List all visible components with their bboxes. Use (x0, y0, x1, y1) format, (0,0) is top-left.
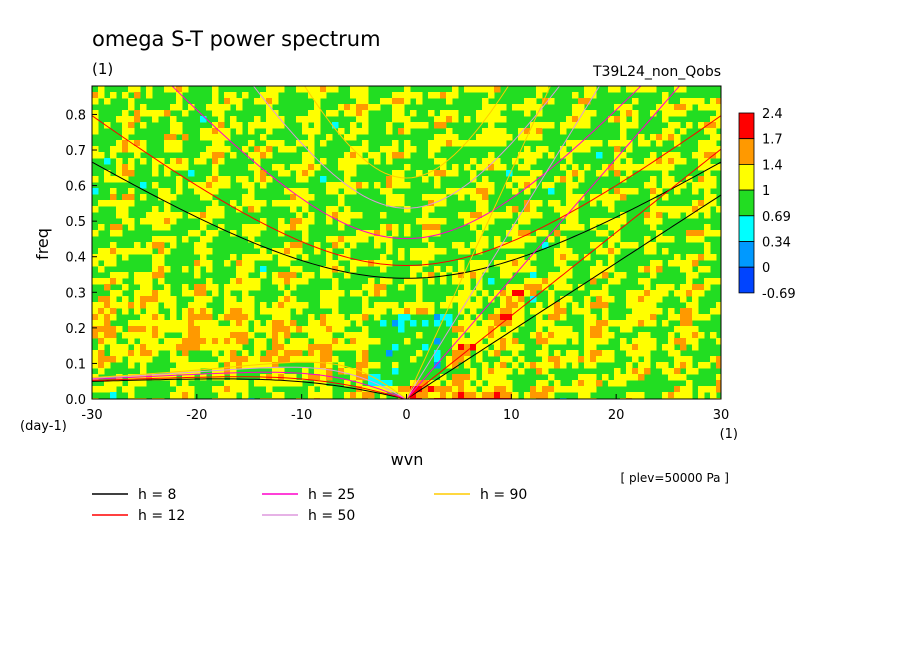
legend-label: h = 90 (480, 487, 527, 503)
dispersion-curve-h12-2 (92, 376, 407, 399)
dispersion-curve-h90-1 (304, 86, 509, 179)
dispersion-curve-h8-1 (92, 161, 721, 279)
dispersion-curve-h50-2 (92, 366, 407, 399)
power-field (92, 86, 721, 399)
colorbar-swatch (738, 163, 755, 191)
dispersion-curve-h25-0 (406, 86, 681, 399)
y-tick-label: 0.1 (65, 357, 86, 372)
x-tick-label: -20 (186, 408, 207, 423)
y-tick-label: 0.7 (65, 144, 86, 159)
x-tick-label: 10 (503, 408, 520, 423)
dispersion-curve-h25-1 (171, 86, 642, 240)
plot-area (91, 85, 722, 400)
run-label: T39L24_non_Qobs (592, 64, 721, 80)
dispersion-curve-h25-2 (92, 371, 407, 399)
dispersion-curve-h90-0 (406, 86, 551, 399)
colorbar-label: 2.4 (762, 107, 783, 122)
colorbar-label: 0 (762, 261, 770, 276)
legend: h = 8 h = 12 h = 25 h = 50 h = 90 (92, 487, 527, 524)
y-axis-title: freq (33, 228, 52, 260)
colorbar-label: 1.4 (762, 158, 783, 173)
y-tick-label: 0.5 (65, 215, 86, 230)
y-axis: 0.0 0.1 0.2 0.3 0.4 0.5 0.6 0.7 0.8 (65, 108, 97, 408)
colorbar-swatch (738, 112, 755, 140)
colorbar-label: 0.69 (762, 210, 791, 225)
legend-label: h = 25 (308, 487, 355, 503)
y-tick-label: 0.2 (65, 322, 86, 337)
legend-label: h = 50 (308, 508, 355, 524)
x-tick-label: 30 (713, 408, 730, 423)
dispersion-curves (92, 86, 721, 399)
colorbar-swatch (738, 241, 755, 268)
x-tick-label: -30 (81, 408, 102, 423)
x-tick-label: -10 (291, 408, 312, 423)
chart-title: omega S-T power spectrum (92, 27, 381, 51)
x-axis: -30 -20 -10 0 10 20 30 (81, 394, 729, 423)
colorbar-label: -0.69 (762, 287, 796, 302)
colorbar-label: 1 (762, 184, 770, 199)
legend-label: h = 8 (138, 487, 176, 503)
dispersion-curve-h12-0 (406, 148, 721, 399)
colorbar-swatch (738, 215, 755, 242)
x-axis-title: wvn (391, 450, 424, 469)
dispersion-curve-h12-1 (92, 115, 721, 267)
x-tick-label: 20 (608, 408, 625, 423)
y-tick-label: 0.0 (65, 393, 86, 408)
colorbar-swatch (738, 189, 755, 217)
colorbar-label: 0.34 (762, 236, 791, 251)
dispersion-curve-h8-0 (406, 194, 721, 399)
colorbar-swatch (738, 138, 755, 165)
dispersion-curve-h90-2 (92, 361, 407, 399)
x-tick-label: 0 (402, 408, 410, 423)
dispersion-curve-h50-0 (406, 86, 601, 399)
y-unit-label: (day-1) (20, 419, 67, 434)
legend-label: h = 12 (138, 508, 185, 524)
level-note: [ plev=50000 Pa ] (620, 471, 729, 485)
dispersion-curve-h50-1 (252, 86, 561, 209)
colorbar-swatch (738, 266, 755, 294)
x-unit-label: (1) (720, 427, 738, 442)
dispersion-curve-h8-2 (92, 378, 407, 399)
colorbar-label: 1.7 (762, 133, 783, 148)
y-tick-label: 0.6 (65, 180, 86, 195)
unit-label: (1) (92, 60, 113, 78)
y-tick-label: 0.3 (65, 286, 86, 301)
colorbar: 2.4 1.7 1.4 1 0.69 0.34 0 -0.69 (738, 107, 796, 302)
y-tick-label: 0.8 (65, 108, 86, 123)
y-tick-label: 0.4 (65, 251, 86, 266)
